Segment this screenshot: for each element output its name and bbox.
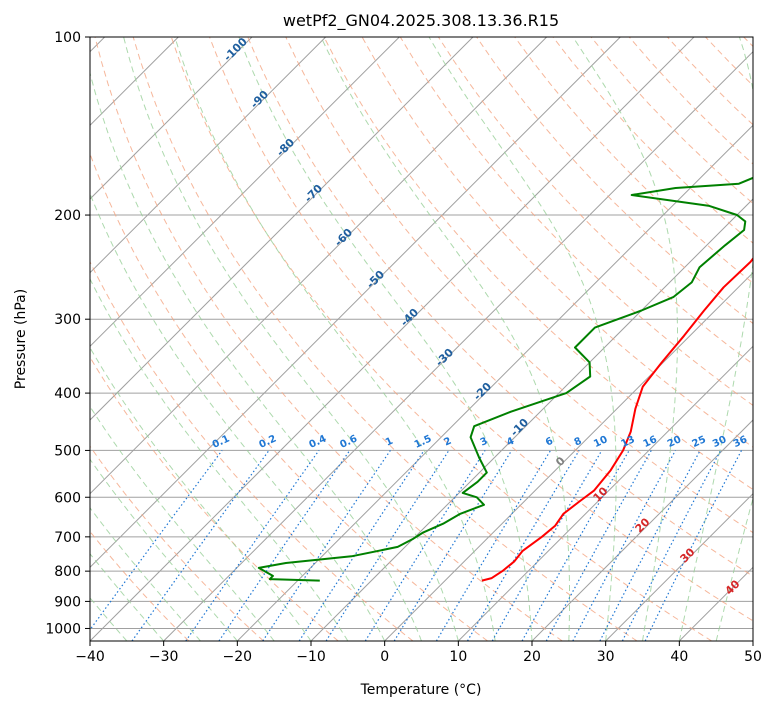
y-tick-label: 1000 (45, 621, 81, 637)
x-tick-label: 20 (523, 649, 541, 665)
y-tick-label: 200 (54, 208, 81, 224)
x-tick-label: −10 (296, 649, 326, 665)
x-tick-label: −20 (223, 649, 253, 665)
chart-title: wetPf2_GN04.2025.308.13.36.R15 (283, 11, 559, 31)
x-tick-label: 40 (670, 649, 688, 665)
y-tick-label: 100 (54, 30, 81, 46)
x-tick-label: −40 (75, 649, 105, 665)
x-tick-label: 10 (449, 649, 467, 665)
y-tick-label: 800 (54, 564, 81, 580)
x-tick-label: 50 (744, 649, 762, 665)
y-tick-label: 400 (54, 386, 81, 402)
x-tick-label: 0 (380, 649, 389, 665)
y-tick-label: 300 (54, 312, 81, 328)
x-tick-label: 30 (597, 649, 615, 665)
y-tick-label: 700 (54, 530, 81, 546)
y-axis-label: Pressure (hPa) (13, 289, 29, 389)
y-tick-label: 500 (54, 443, 81, 459)
x-tick-label: −30 (149, 649, 179, 665)
x-axis-label: Temperature (°C) (360, 682, 482, 698)
y-tick-label: 600 (54, 490, 81, 506)
y-tick-label: 900 (54, 594, 81, 610)
